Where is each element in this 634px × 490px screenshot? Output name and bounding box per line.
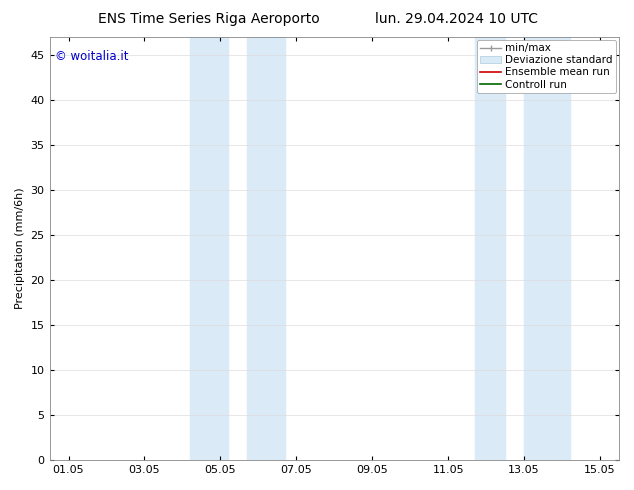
Y-axis label: Precipitation (mm/6h): Precipitation (mm/6h)	[15, 188, 25, 309]
Bar	[190, 37, 228, 460]
Bar	[475, 37, 505, 460]
Legend: min/max, Deviazione standard, Ensemble mean run, Controll run: min/max, Deviazione standard, Ensemble m…	[477, 40, 616, 93]
Bar	[524, 37, 569, 460]
Text: lun. 29.04.2024 10 UTC: lun. 29.04.2024 10 UTC	[375, 12, 538, 26]
Text: © woitalia.it: © woitalia.it	[55, 50, 129, 63]
Text: ENS Time Series Riga Aeroporto: ENS Time Series Riga Aeroporto	[98, 12, 320, 26]
Bar	[247, 37, 285, 460]
